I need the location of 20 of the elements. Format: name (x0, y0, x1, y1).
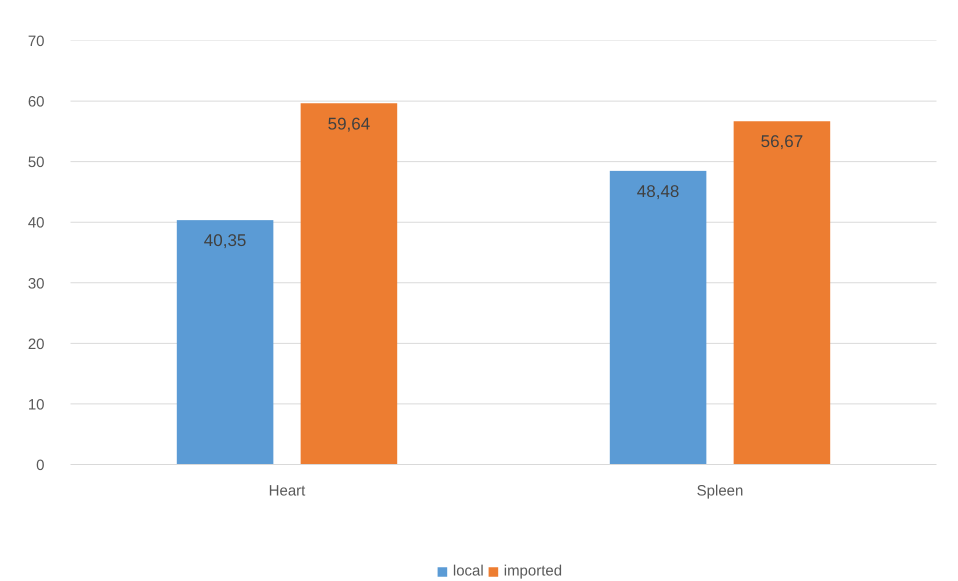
x-tick-label: Heart (268, 482, 306, 500)
legend-label: local (452, 562, 484, 580)
y-tick-label: 0 (36, 457, 44, 474)
y-tick-label: 20 (28, 336, 45, 353)
y-tick-label: 70 (28, 33, 45, 50)
bar (300, 103, 398, 464)
bar (734, 121, 830, 464)
y-tick-label: 10 (28, 396, 45, 414)
bar (176, 220, 274, 464)
data-label: 59,64 (328, 114, 370, 134)
bar (610, 170, 706, 464)
legend-label: imported (504, 562, 562, 580)
y-tick-label: 50 (28, 154, 45, 172)
data-label: 56,67 (760, 132, 804, 152)
data-label: 40,35 (204, 231, 246, 250)
y-tick-label: 60 (28, 94, 45, 111)
y-tick-label: 40 (28, 214, 45, 232)
data-label: 48,48 (636, 182, 680, 201)
y-tick-label: 30 (28, 275, 45, 292)
x-tick-label: Spleen (696, 482, 744, 500)
